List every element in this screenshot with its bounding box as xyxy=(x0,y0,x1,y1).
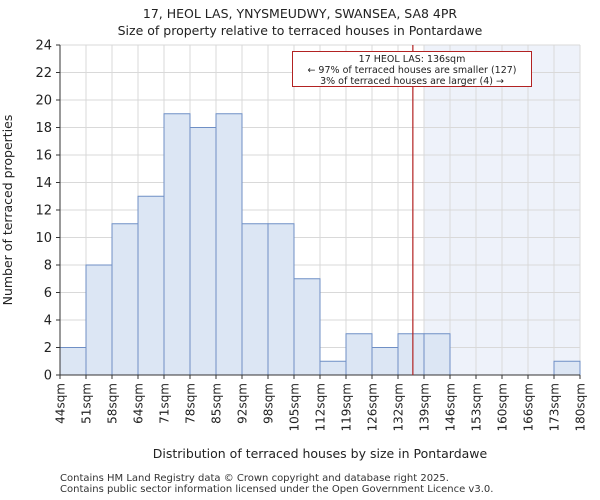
y-axis-label: Number of terraced properties xyxy=(0,115,15,306)
histogram-bar xyxy=(111,223,139,376)
x-tick-label: 78sqm xyxy=(184,383,198,424)
annotation-property-size: 17 HEOL LAS: 136sqm xyxy=(358,54,466,65)
y-tick-label: 4 xyxy=(44,314,52,329)
y-tick-label: 12 xyxy=(35,204,52,219)
chart-title-address: 17, HEOL LAS, YNYSMEUDWY, SWANSEA, SA8 4… xyxy=(142,6,458,21)
x-tick-label: 85sqm xyxy=(210,383,224,424)
y-tick-label: 20 xyxy=(35,94,52,109)
x-tick-label: 44sqm xyxy=(54,383,68,424)
histogram-bar xyxy=(553,360,581,376)
y-tick-label: 6 xyxy=(44,286,52,301)
histogram-bar xyxy=(423,333,451,376)
y-tick-label: 18 xyxy=(35,121,52,136)
x-tick-label: 64sqm xyxy=(132,383,146,424)
property-annotation-box: 17 HEOL LAS: 136sqm ← 97% of terraced ho… xyxy=(292,51,532,87)
x-tick-label: 160sqm xyxy=(496,383,510,431)
histogram-bar xyxy=(85,264,113,376)
histogram-bar xyxy=(215,113,243,376)
x-tick-label: 166sqm xyxy=(522,383,536,431)
footer-licence: Contains public sector information licen… xyxy=(60,484,494,495)
histogram-bar xyxy=(59,347,87,376)
histogram-bar xyxy=(189,127,217,376)
histogram-bar xyxy=(293,278,321,376)
histogram-bar xyxy=(319,360,347,376)
y-tick-label: 0 xyxy=(44,369,52,384)
annotation-larger-share: 3% of terraced houses are larger (4) → xyxy=(320,76,504,87)
x-tick-label: 98sqm xyxy=(262,383,276,424)
y-tick-label: 2 xyxy=(44,341,52,356)
x-tick-label: 132sqm xyxy=(392,383,406,431)
x-tick-label: 71sqm xyxy=(158,383,172,424)
y-tick-label: 14 xyxy=(35,176,52,191)
x-tick-label: 139sqm xyxy=(418,383,432,431)
x-axis-label: Distribution of terraced houses by size … xyxy=(153,446,488,461)
x-tick-label: 105sqm xyxy=(288,383,302,431)
x-tick-label: 180sqm xyxy=(574,383,588,431)
y-tick-label: 8 xyxy=(44,259,52,274)
x-tick-label: 173sqm xyxy=(548,383,562,431)
chart-title-subtitle: Size of property relative to terraced ho… xyxy=(117,23,483,38)
histogram-bar xyxy=(371,347,399,376)
x-tick-label: 51sqm xyxy=(80,383,94,424)
histogram-bar xyxy=(267,223,295,376)
y-tick-label: 10 xyxy=(35,231,52,246)
x-tick-label: 126sqm xyxy=(366,383,380,431)
x-tick-label: 58sqm xyxy=(106,383,120,424)
x-tick-label: 92sqm xyxy=(236,383,250,424)
y-tick-label: 24 xyxy=(35,39,52,54)
y-tick-label: 16 xyxy=(35,149,52,164)
x-tick-label: 112sqm xyxy=(314,383,328,431)
x-tick-label: 119sqm xyxy=(340,383,354,431)
histogram-bar xyxy=(397,333,425,376)
histogram-bar xyxy=(345,333,373,376)
histogram-bar xyxy=(241,223,269,376)
histogram-bar xyxy=(137,195,165,376)
histogram-bar xyxy=(163,113,191,376)
annotation-smaller-share: ← 97% of terraced houses are smaller (12… xyxy=(307,65,517,76)
footer-copyright: Contains HM Land Registry data © Crown c… xyxy=(60,473,449,484)
x-tick-label: 153sqm xyxy=(470,383,484,431)
x-tick-label: 146sqm xyxy=(444,383,458,431)
y-tick-label: 22 xyxy=(35,66,52,81)
